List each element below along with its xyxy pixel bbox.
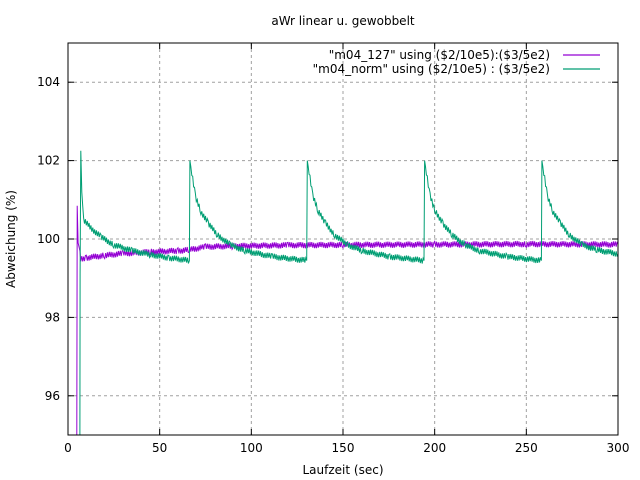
series-layer <box>76 150 618 435</box>
legend-label-1: "m04_127" using ($2/10e5):($3/5e2) <box>329 48 550 62</box>
legend: "m04_127" using ($2/10e5):($3/5e2)"m04_n… <box>313 48 600 76</box>
y-tick-label: 98 <box>45 310 60 324</box>
y-tick-label: 96 <box>45 389 60 403</box>
x-tick-label: 100 <box>240 441 263 455</box>
series-line-2 <box>79 150 618 435</box>
x-tick-label: 200 <box>423 441 446 455</box>
legend-label-2: "m04_norm" using ($2/10e5) : ($3/5e2) <box>313 62 550 76</box>
ticks: 0 50 100 150 200 250 300 96 98 100 102 104 <box>37 43 629 455</box>
series-line-1 <box>76 205 618 435</box>
x-tick-label: 300 <box>607 441 630 455</box>
y-axis-label: Abweichung (%) <box>4 190 18 288</box>
y-tick-label: 104 <box>37 75 60 89</box>
chart-title: aWr linear u. gewobbelt <box>271 14 415 28</box>
y-tick-label: 102 <box>37 154 60 168</box>
grid <box>68 43 618 435</box>
x-axis-label: Laufzeit (sec) <box>303 463 384 477</box>
x-tick-label: 150 <box>332 441 355 455</box>
x-tick-label: 50 <box>152 441 167 455</box>
x-tick-label: 0 <box>64 441 72 455</box>
y-tick-label: 100 <box>37 232 60 246</box>
x-tick-label: 250 <box>515 441 538 455</box>
